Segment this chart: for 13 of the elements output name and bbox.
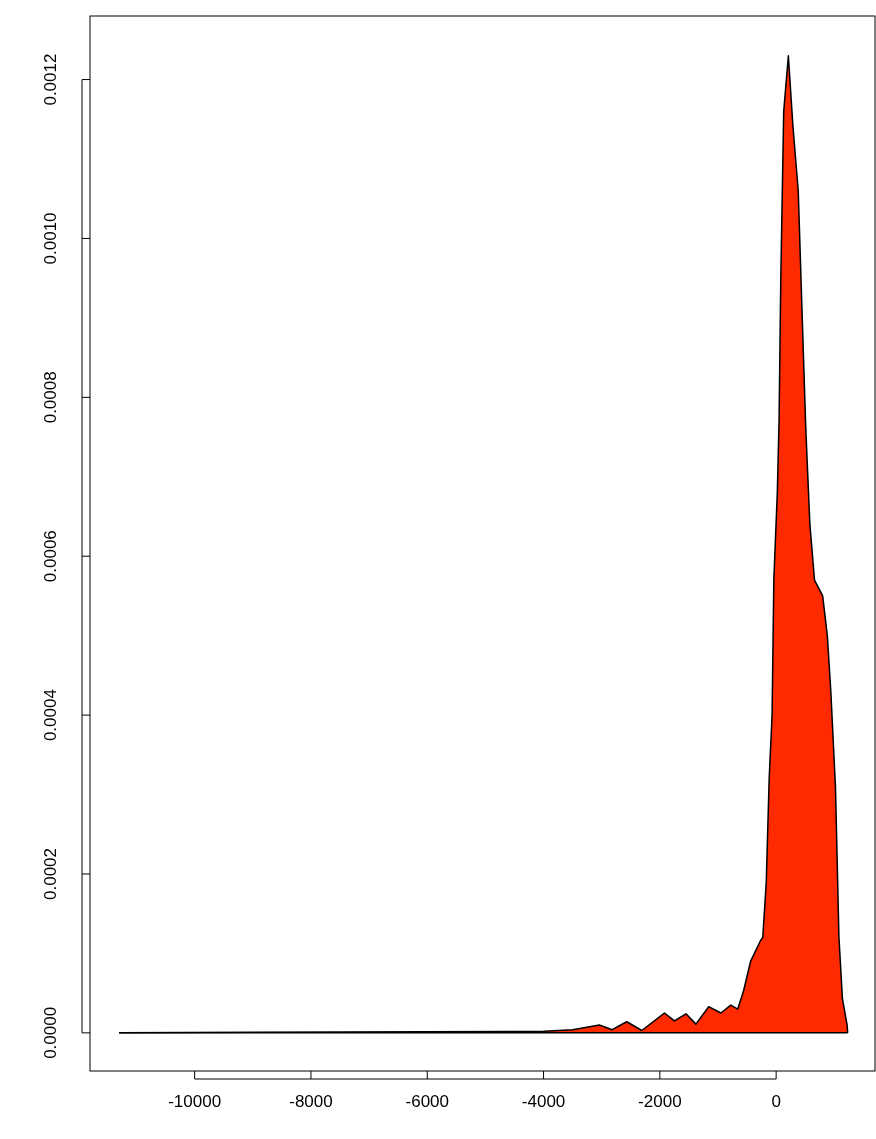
y-tick-label: 0.0004	[40, 689, 60, 742]
x-tick-label: -6000	[405, 1092, 449, 1111]
y-tick-label: 0.0012	[40, 53, 60, 106]
y-tick-label: 0.0008	[40, 371, 60, 424]
x-tick-label: -8000	[289, 1092, 333, 1111]
y-tick-label: 0.0010	[40, 212, 60, 265]
x-tick-label: 0	[771, 1092, 781, 1111]
y-tick-label: 0.0000	[40, 1006, 60, 1059]
x-tick-label: -4000	[521, 1092, 566, 1111]
x-tick-label: -10000	[168, 1092, 222, 1111]
y-tick-label: 0.0006	[40, 530, 60, 583]
x-tick-label: -2000	[638, 1092, 682, 1111]
y-tick-label: 0.0002	[40, 847, 60, 900]
